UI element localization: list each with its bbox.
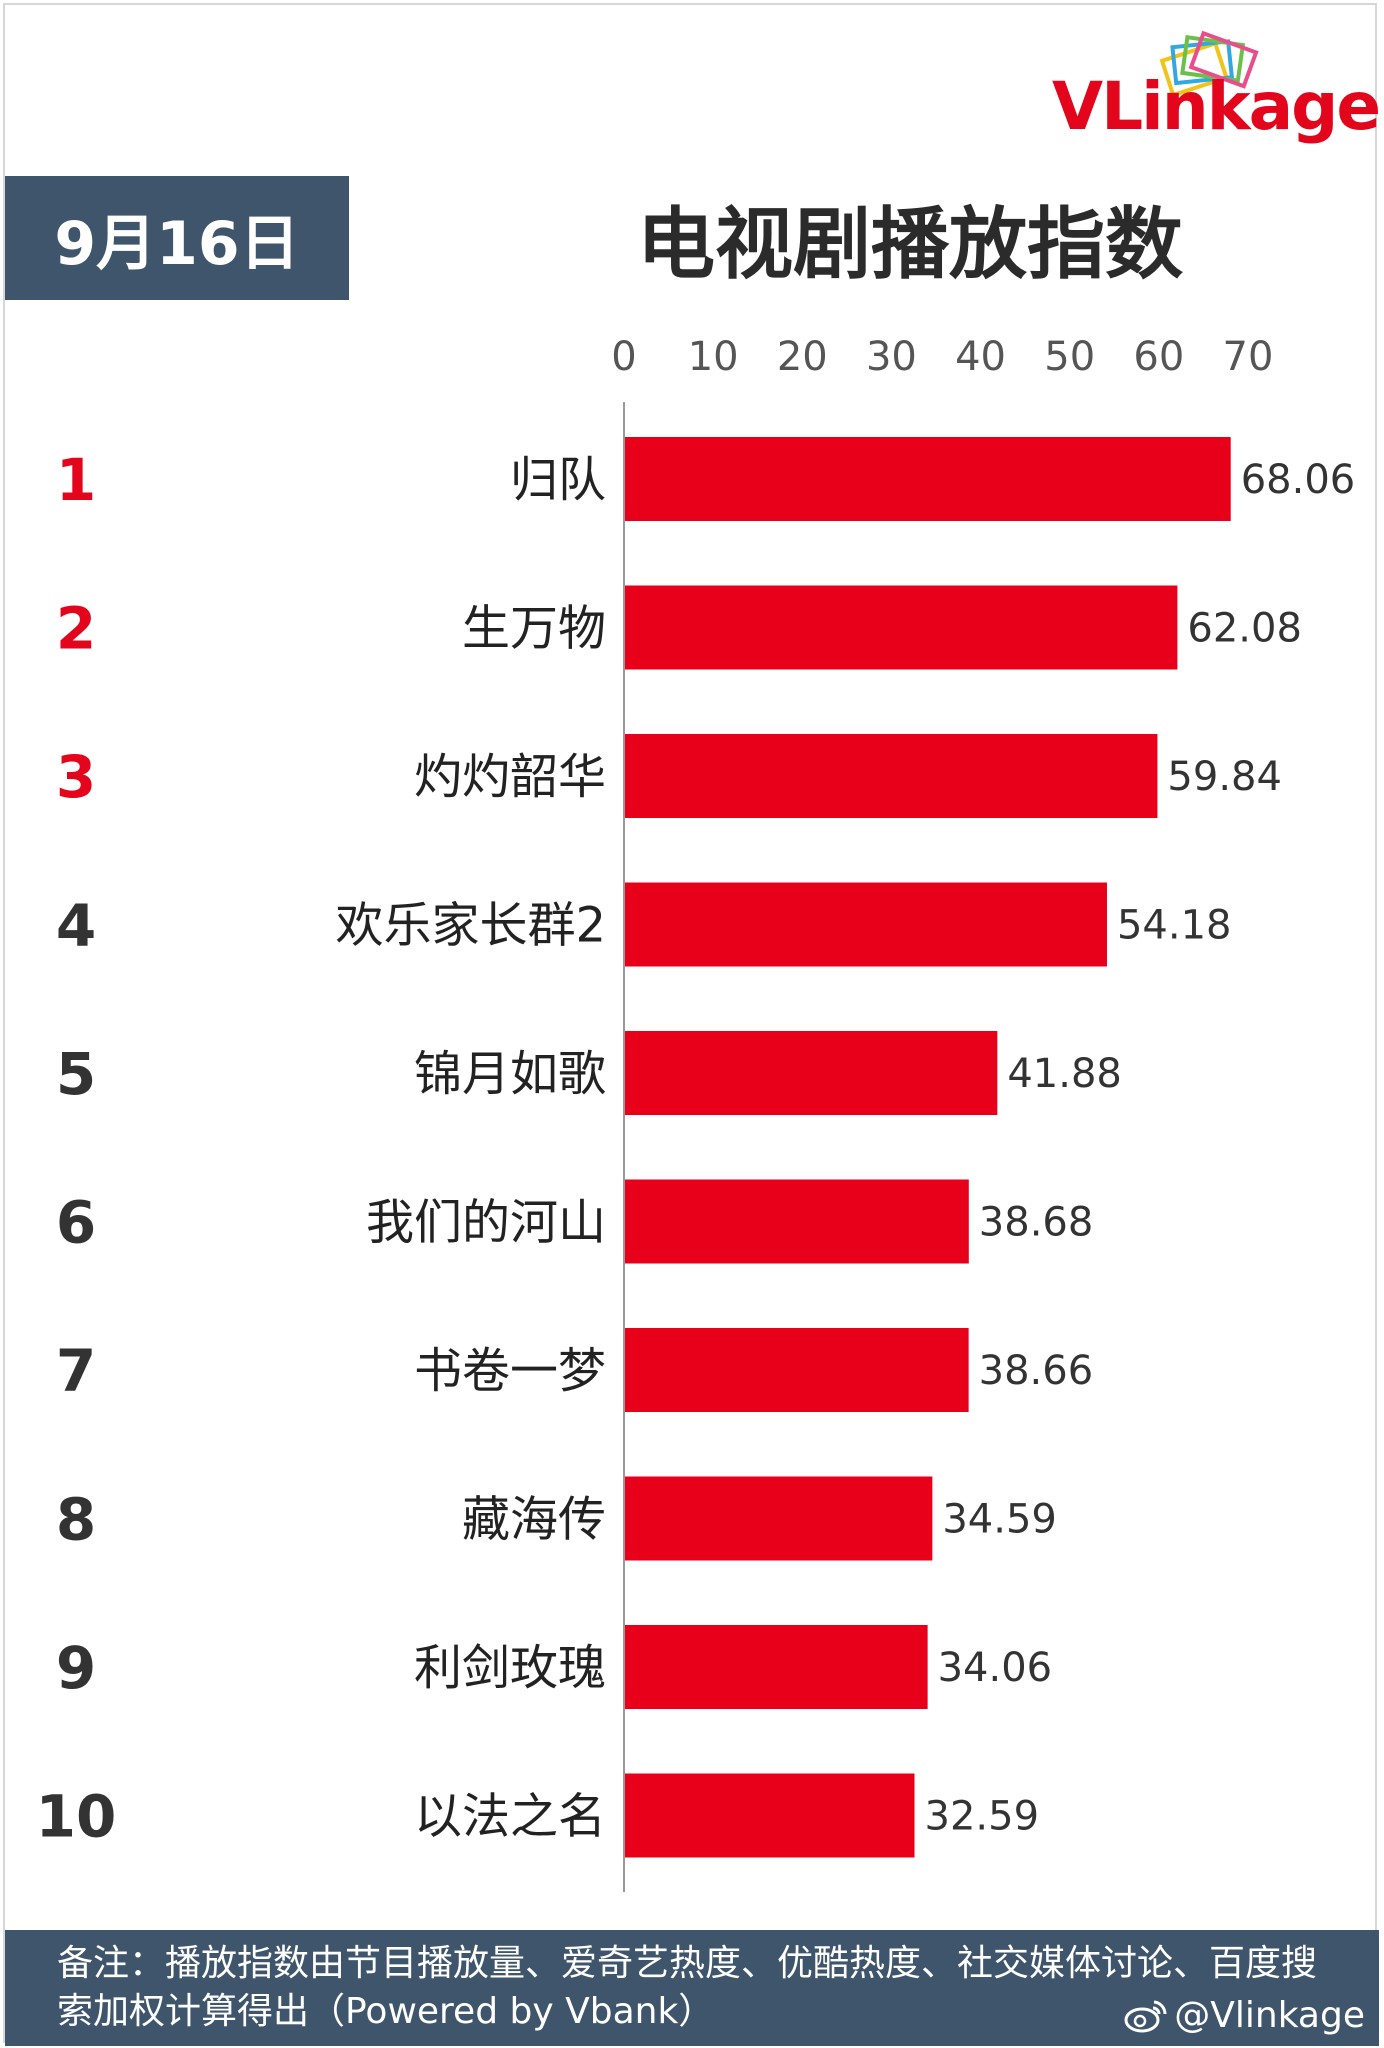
x-tick-label: 30 <box>866 334 917 380</box>
bar <box>625 1179 969 1264</box>
chart-row: 7 书卷一梦 38.66 <box>56 1328 1093 1412</box>
footnote: 备注：播放指数由节目播放量、爱奇艺热度、优酷热度、社交媒体讨论、百度搜索加权计算… <box>57 1943 1318 2032</box>
x-tick-label: 60 <box>1133 334 1184 380</box>
chart-row: 8 藏海传 34.59 <box>56 1476 1057 1561</box>
value-label: 32.59 <box>925 1794 1040 1840</box>
chart-row: 2 生万物 62.08 <box>56 585 1302 670</box>
bar <box>625 734 1158 818</box>
bar <box>625 1625 928 1709</box>
rank-number: 5 <box>56 1040 96 1108</box>
x-tick-label: 50 <box>1044 334 1095 380</box>
rank-number: 4 <box>56 892 96 960</box>
value-label: 41.88 <box>1007 1051 1122 1097</box>
category-label: 以法之名 <box>414 1789 606 1845</box>
category-label: 锦月如歌 <box>414 1046 606 1102</box>
category-label: 我们的河山 <box>366 1195 606 1251</box>
footer-bar: 备注：播放指数由节目播放量、爱奇艺热度、优酷热度、社交媒体讨论、百度搜索加权计算… <box>5 1930 1379 2046</box>
date-badge: 9月16日 <box>5 176 349 300</box>
x-tick-label: 20 <box>777 334 828 380</box>
rank-number: 1 <box>56 446 96 514</box>
rank-number: 3 <box>56 743 96 811</box>
brand-name: VLinkage <box>1052 68 1381 145</box>
category-label: 归队 <box>510 452 606 508</box>
weibo-handle: @Vlinkage <box>1174 1995 1365 2036</box>
bar <box>625 437 1231 521</box>
category-label: 藏海传 <box>462 1492 606 1548</box>
rank-number: 2 <box>56 595 96 663</box>
bar <box>625 1328 969 1412</box>
x-tick-label: 70 <box>1223 334 1274 380</box>
value-label: 34.59 <box>942 1497 1057 1543</box>
chart-title: 电视剧播放指数 <box>636 200 1183 290</box>
category-label: 生万物 <box>462 601 606 657</box>
bar <box>625 1773 915 1858</box>
category-label: 灼灼韶华 <box>414 749 606 805</box>
chart-row: 4 欢乐家长群2 54.18 <box>56 882 1232 967</box>
weibo-credit[interactable]: @Vlinkage <box>1118 1995 1365 2036</box>
bar-chart: 0 10 20 30 40 50 60 70 1 归队 68.062 生万物 62.083 灼灼韶华 59… <box>36 334 1355 1892</box>
x-tick-label: 40 <box>955 334 1006 380</box>
category-label: 欢乐家长群2 <box>335 898 606 954</box>
chart-row: 9 利剑玫瑰 34.06 <box>56 1625 1052 1709</box>
bar <box>625 1476 933 1561</box>
value-label: 38.68 <box>979 1200 1094 1246</box>
chart-row: 5 锦月如歌 41.88 <box>56 1031 1122 1115</box>
chart-row: 6 我们的河山 38.68 <box>56 1179 1094 1264</box>
weibo-icon <box>1124 2000 1167 2032</box>
value-label: 34.06 <box>938 1645 1053 1691</box>
bar-rows: 1 归队 68.06 2 生万物 62.08 3 灼灼韶华 59.84 4 欢乐家长群2 54.18 5… <box>36 437 1355 1858</box>
x-tick-label: 0 <box>611 334 636 380</box>
rank-number: 7 <box>56 1337 96 1405</box>
x-axis-ticks: 0 10 20 30 40 50 60 70 <box>611 334 1273 380</box>
value-label: 62.08 <box>1187 606 1302 652</box>
rank-number: 8 <box>56 1486 96 1554</box>
category-label: 书卷一梦 <box>414 1343 606 1399</box>
rank-number: 9 <box>56 1634 96 1702</box>
chart-row: 1 归队 68.06 <box>56 437 1355 521</box>
bar <box>625 585 1178 670</box>
category-label: 利剑玫瑰 <box>414 1640 606 1696</box>
value-label: 38.66 <box>979 1348 1094 1394</box>
value-label: 68.06 <box>1241 457 1356 503</box>
rank-number: 6 <box>56 1189 96 1257</box>
bar <box>625 882 1107 967</box>
value-label: 54.18 <box>1117 903 1232 949</box>
value-label: 59.84 <box>1167 754 1282 800</box>
bar <box>625 1031 998 1115</box>
x-tick-label: 10 <box>688 334 739 380</box>
vlinkage-logo-icon <box>1159 30 1259 98</box>
chart-row: 10 以法之名 32.59 <box>36 1773 1040 1858</box>
chart-row: 3 灼灼韶华 59.84 <box>56 734 1282 818</box>
rank-number: 10 <box>36 1783 117 1851</box>
